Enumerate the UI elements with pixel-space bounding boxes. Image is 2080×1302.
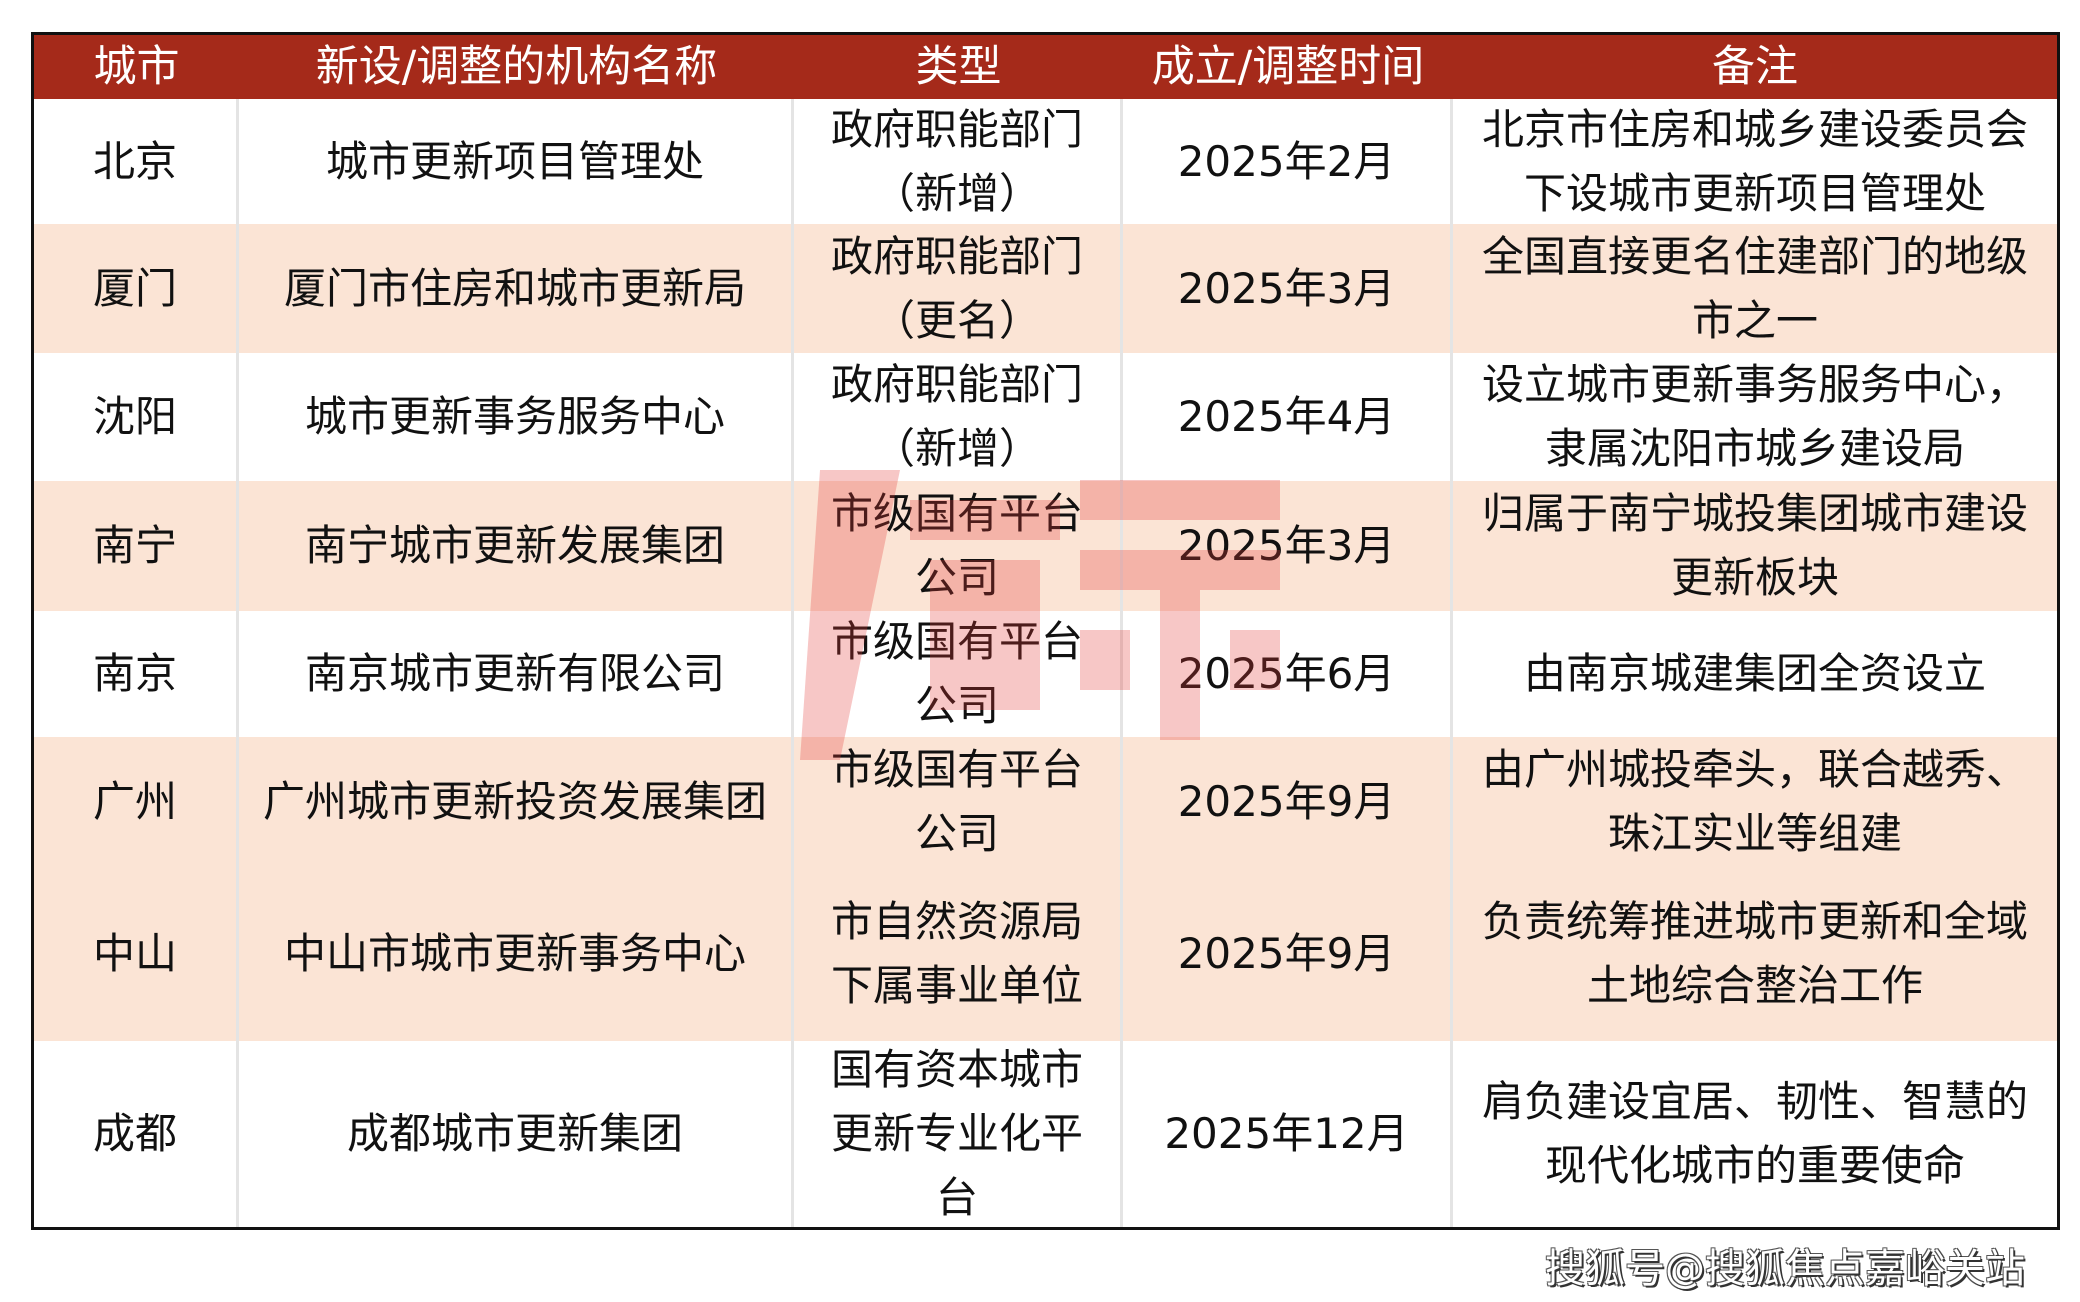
cell-time: 2025年12月 (1123, 1041, 1453, 1227)
cell-name: 中山市城市更新事务中心 (239, 867, 794, 1041)
cell-time: 2025年4月 (1123, 353, 1453, 481)
cell-time: 2025年3月 (1123, 481, 1453, 611)
cell-time: 2025年3月 (1123, 224, 1453, 353)
cell-name: 城市更新事务服务中心 (239, 353, 794, 481)
cell-type: 国有资本城市 更新专业化平 台 (794, 1041, 1123, 1227)
header-city: 城市 (34, 35, 239, 99)
cell-note: 设立城市更新事务服务中心， 隶属沈阳市城乡建设局 (1453, 353, 2057, 481)
cell-city: 南京 (34, 611, 239, 737)
cell-note: 归属于南宁城投集团城市建设 更新板块 (1453, 481, 2057, 611)
cell-city: 沈阳 (34, 353, 239, 481)
cell-note: 由广州城投牵头，联合越秀、 珠江实业等组建 (1453, 737, 2057, 867)
header-time: 成立/调整时间 (1123, 35, 1453, 99)
cell-city: 中山 (34, 867, 239, 1041)
cell-type: 政府职能部门 （新增） (794, 99, 1123, 224)
cell-name: 南宁城市更新发展集团 (239, 481, 794, 611)
cell-city: 成都 (34, 1041, 239, 1227)
cell-time: 2025年2月 (1123, 99, 1453, 224)
cell-type: 政府职能部门 （更名） (794, 224, 1123, 353)
cell-time: 2025年9月 (1123, 867, 1453, 1041)
cell-note: 北京市住房和城乡建设委员会 下设城市更新项目管理处 (1453, 99, 2057, 224)
cell-time: 2025年6月 (1123, 611, 1453, 737)
cell-note: 由南京城建集团全资设立 (1453, 611, 2057, 737)
cell-name: 南京城市更新有限公司 (239, 611, 794, 737)
cell-city: 南宁 (34, 481, 239, 611)
cell-type: 市级国有平台 公司 (794, 481, 1123, 611)
source-watermark: 搜狐号@搜狐焦点嘉峪关站 (1545, 1246, 2025, 1292)
cell-city: 北京 (34, 99, 239, 224)
cell-name: 成都城市更新集团 (239, 1041, 794, 1227)
cell-city: 厦门 (34, 224, 239, 353)
header-name: 新设/调整的机构名称 (239, 35, 794, 99)
institution-table: 城市 新设/调整的机构名称 类型 成立/调整时间 备注 北京 城市更新项目管理处政… (31, 32, 2060, 1230)
cell-type: 市自然资源局 下属事业单位 (794, 867, 1123, 1041)
cell-type: 市级国有平台 公司 (794, 611, 1123, 737)
cell-name: 厦门市住房和城市更新局 (239, 224, 794, 353)
header-note: 备注 (1453, 35, 2057, 99)
cell-name: 广州城市更新投资发展集团 (239, 737, 794, 867)
cell-note: 全国直接更名住建部门的地级 市之一 (1453, 224, 2057, 353)
header-type: 类型 (794, 35, 1123, 99)
cell-type: 市级国有平台 公司 (794, 737, 1123, 867)
cell-note: 肩负建设宜居、韧性、智慧的 现代化城市的重要使命 (1453, 1041, 2057, 1227)
cell-note: 负责统筹推进城市更新和全域 土地综合整治工作 (1453, 867, 2057, 1041)
cell-city: 广州 (34, 737, 239, 867)
cell-type: 政府职能部门 （新增） (794, 353, 1123, 481)
cell-time: 2025年9月 (1123, 737, 1453, 867)
cell-name: 城市更新项目管理处 (239, 99, 794, 224)
